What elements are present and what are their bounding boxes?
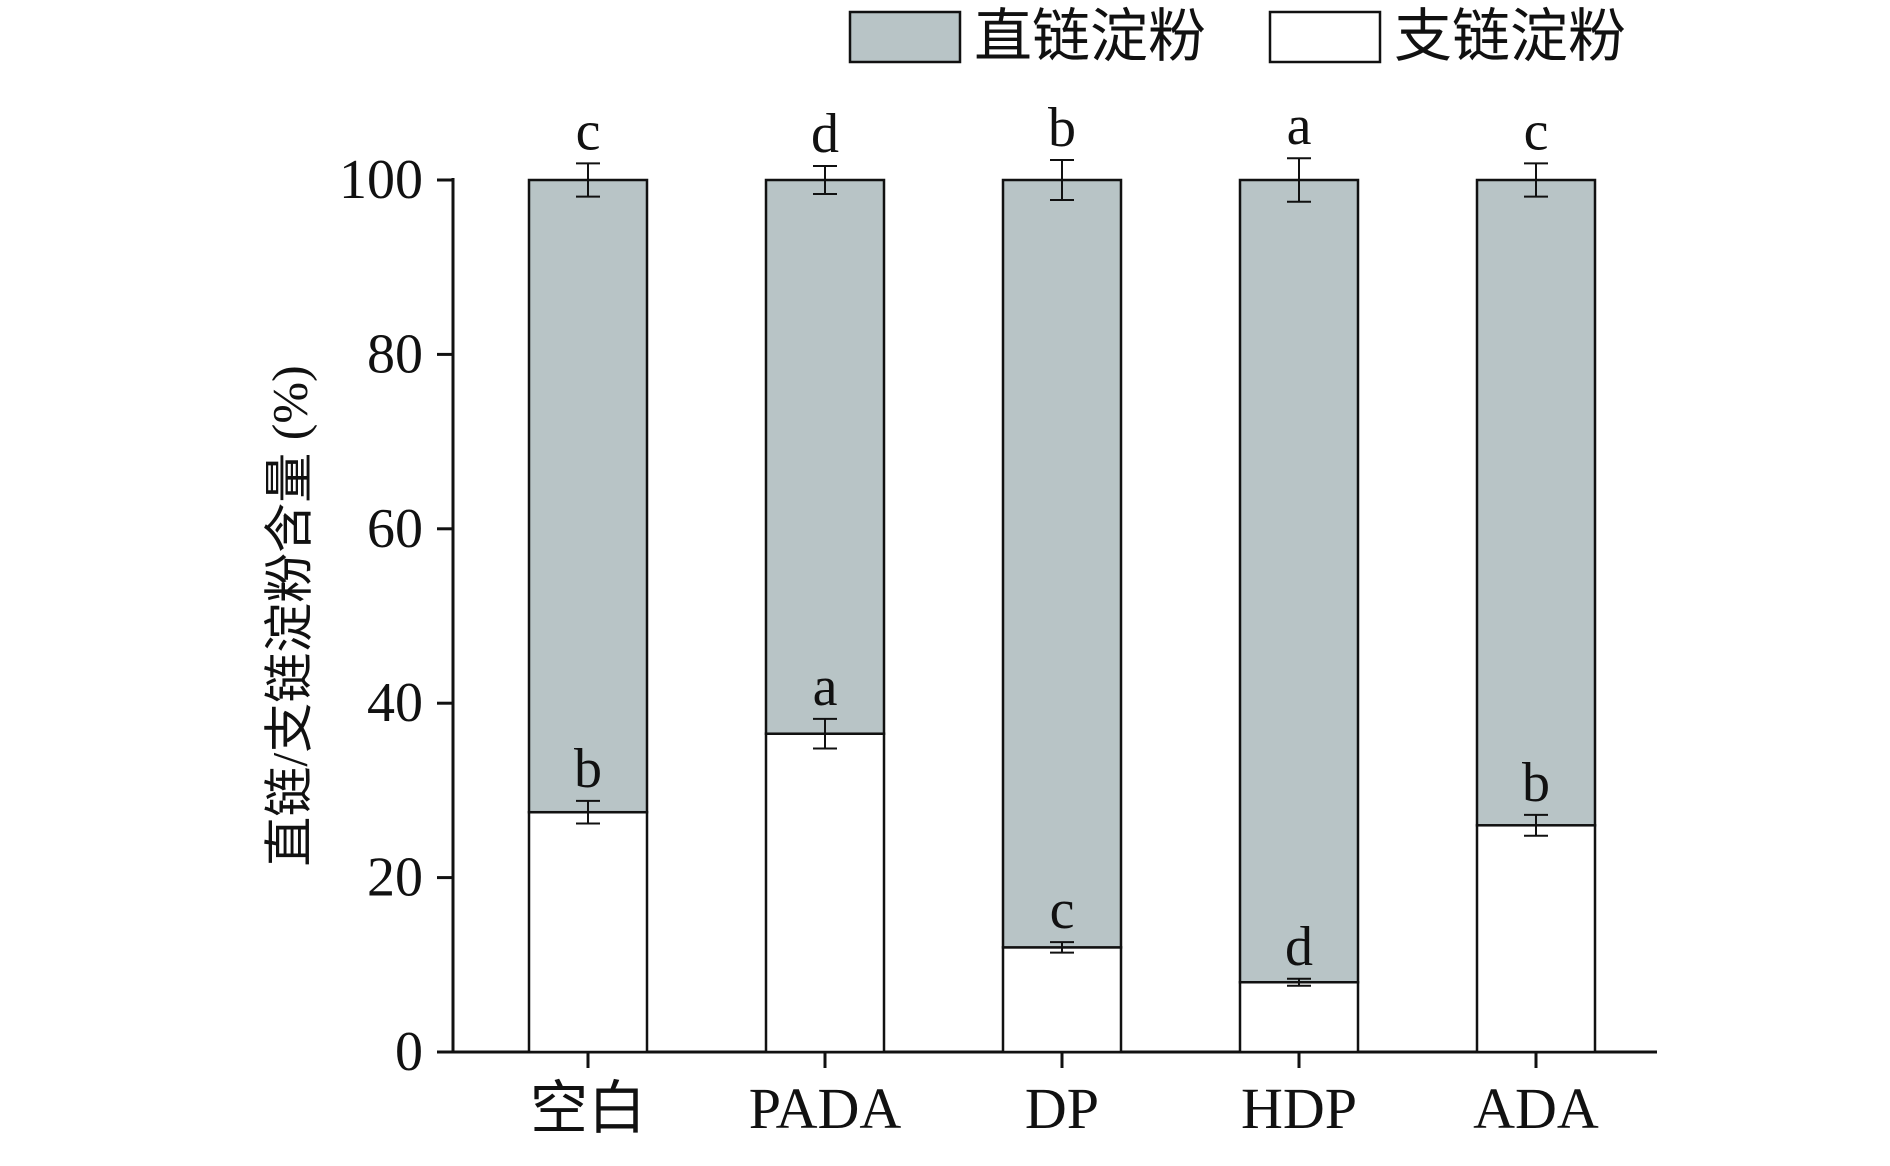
y-tick-label: 80 — [367, 323, 423, 385]
x-tick-label: HDP — [1241, 1076, 1357, 1141]
y-tick-label: 40 — [367, 672, 423, 734]
significance-label-amylopectin: d — [1285, 916, 1313, 978]
significance-label-amylose: d — [811, 103, 839, 165]
bar-amylose — [764, 178, 886, 735]
x-tick-label: 空白 — [530, 1076, 646, 1141]
significance-label-amylose: a — [1287, 95, 1312, 157]
y-tick-label: 0 — [395, 1021, 423, 1083]
axes: 0 20 40 60 80 100 空白 PADA DP HDP ADA — [339, 149, 1657, 1141]
bar-amylose — [527, 178, 649, 814]
labels: b c a d c b d a b c — [574, 95, 1550, 978]
legend-label: 支链淀粉 — [1394, 4, 1626, 69]
x-tick-label: PADA — [749, 1076, 902, 1141]
bar-amylopectin — [1475, 824, 1597, 1054]
bars — [527, 157, 1597, 1054]
bar-amylopectin — [527, 810, 649, 1054]
significance-label-amylose: c — [1524, 100, 1549, 162]
legend-swatch — [848, 10, 962, 64]
bar-amylose — [1238, 178, 1360, 984]
bar-amylopectin — [1238, 980, 1360, 1054]
y-axis-title: 直链/支链淀粉含量 (%) — [261, 365, 317, 866]
significance-label-amylopectin: a — [813, 656, 838, 718]
y-tick-label: 60 — [367, 498, 423, 560]
x-tick-label: DP — [1025, 1076, 1099, 1141]
significance-label-amylose: b — [1048, 97, 1076, 159]
x-tick-label: ADA — [1473, 1076, 1599, 1141]
bar-amylopectin — [1001, 946, 1123, 1054]
legend-label: 直链淀粉 — [974, 4, 1206, 69]
bar-amylopectin — [764, 732, 886, 1054]
y-axis-title-group: 直链/支链淀粉含量 (%) — [261, 365, 317, 866]
significance-label-amylose: c — [576, 100, 601, 162]
bar-amylose — [1001, 178, 1123, 949]
significance-label-amylopectin: b — [574, 738, 602, 800]
bar-amylose — [1475, 178, 1597, 827]
significance-label-amylopectin: c — [1050, 879, 1075, 941]
y-tick-label: 20 — [367, 847, 423, 909]
y-tick-label: 100 — [339, 149, 423, 211]
significance-label-amylopectin: b — [1522, 752, 1550, 814]
legend-swatch — [1268, 10, 1382, 64]
legend: 直链淀粉 支链淀粉 — [848, 4, 1626, 69]
